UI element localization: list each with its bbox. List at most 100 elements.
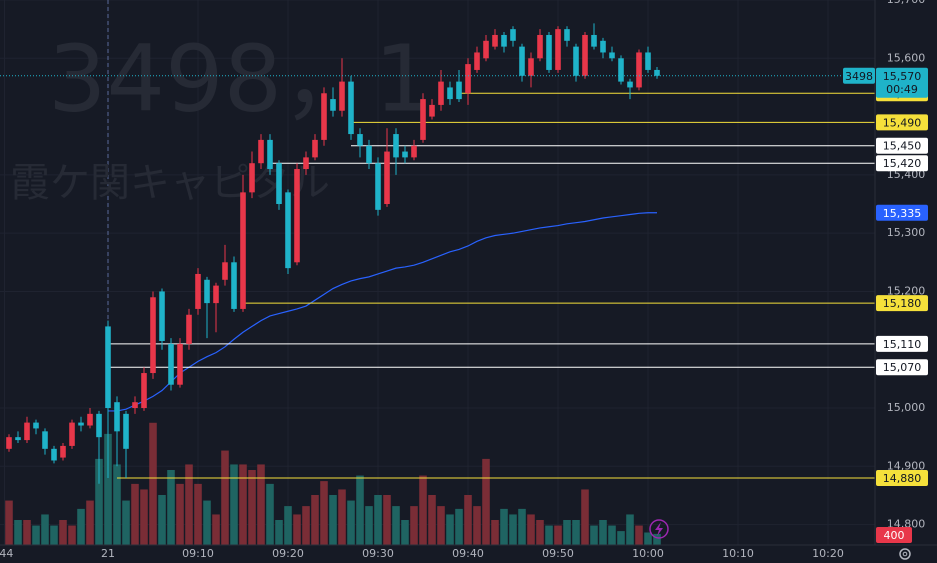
volume-bar [599, 520, 607, 545]
level-label-bg [876, 155, 928, 172]
candle-body [573, 46, 579, 76]
candle-body [51, 448, 57, 461]
candle-body [24, 422, 30, 441]
candle-body [483, 40, 489, 59]
y-tick-label: 15,300 [887, 226, 926, 239]
volume-bar [563, 520, 571, 545]
candle-body [510, 29, 516, 41]
candle-body [555, 29, 561, 70]
symbol-tag-bg [843, 67, 875, 84]
volume-bar [284, 506, 292, 545]
volume-bar [572, 520, 580, 545]
candle-body [105, 326, 111, 409]
candle-body [114, 402, 120, 432]
volume-bar [329, 495, 337, 545]
volume-bar [446, 514, 454, 545]
watermark-symbol: 3498，1 [48, 25, 433, 132]
candle-body [303, 157, 309, 170]
volume-tag-bg [876, 527, 912, 543]
volume-bar [50, 525, 58, 545]
volume-bar [464, 495, 472, 545]
candle-body [285, 192, 291, 269]
volume-bar [239, 464, 247, 545]
candle-body [42, 431, 48, 449]
volume-bar [473, 506, 481, 545]
candle-body [222, 262, 228, 280]
candle-body [501, 34, 507, 47]
volume-bar [266, 483, 274, 545]
candle-body [366, 145, 372, 164]
volume-bar [77, 508, 85, 545]
volume-bar [104, 433, 112, 545]
watermark-name: 霞ケ関キャピタル [10, 160, 330, 206]
level-label-bg [876, 114, 928, 131]
candle-body [420, 99, 426, 140]
volume-bar [68, 525, 76, 545]
candle-body [528, 58, 534, 76]
volume-bar [635, 525, 643, 545]
candle-body [447, 87, 453, 100]
x-tick-label: 10:20 [812, 547, 844, 560]
volume-bar [374, 495, 382, 545]
candle-body [330, 99, 336, 111]
volume-bar [122, 500, 130, 545]
candle-body [249, 163, 255, 193]
volume-bar [86, 500, 94, 545]
candle-body [60, 445, 66, 458]
candle-body [186, 314, 192, 344]
candle-body [384, 151, 390, 205]
candle-body [231, 262, 237, 309]
y-tick-label: 15,700 [887, 0, 926, 6]
volume-bar [410, 506, 418, 545]
candle-body [123, 413, 129, 449]
volume-bar [608, 525, 616, 545]
volume-bar [554, 525, 562, 545]
candle-body [438, 81, 444, 105]
candle-body [375, 163, 381, 210]
volume-bar [536, 520, 544, 545]
x-tick-label: 10:10 [722, 547, 754, 560]
symbol-tag: 3498 [845, 70, 873, 83]
volume-bar [617, 531, 625, 545]
level-label: 15,110 [883, 338, 922, 351]
candle-body [402, 151, 408, 158]
countdown: 00:49 [886, 83, 918, 96]
volume-bar [293, 514, 301, 545]
candle-body [654, 69, 660, 76]
candle-body [294, 169, 300, 263]
alert-icon[interactable] [649, 519, 669, 539]
x-tick-label: 10:00 [632, 547, 664, 560]
candle-body [159, 291, 165, 341]
level-label: 15,180 [883, 297, 922, 310]
x-tick-label: 09:50 [542, 547, 574, 560]
vwap-label-bg [876, 204, 928, 221]
volume-bar [590, 525, 598, 545]
volume-bar [518, 508, 526, 545]
candle-body [609, 52, 615, 59]
volume-bar [347, 500, 355, 545]
y-tick-label: 15,200 [887, 284, 926, 297]
volume-bar [14, 520, 22, 545]
level-label-bg [876, 295, 928, 312]
volume-bar [644, 532, 652, 545]
volume-bar [392, 506, 400, 545]
x-tick-label: 09:10 [182, 547, 214, 560]
candle-body [591, 34, 597, 47]
volume-bar [194, 483, 202, 545]
settings-icon[interactable] [899, 548, 911, 560]
volume-bar [491, 520, 499, 545]
volume-bar [248, 470, 256, 545]
volume-bar [230, 464, 238, 545]
candle-body [645, 52, 651, 70]
candle-body [33, 422, 39, 429]
candle-body [213, 285, 219, 304]
candle-body [258, 139, 264, 164]
vwap-line [108, 212, 657, 412]
volume-bar [140, 489, 148, 545]
volume-tag: 400 [884, 529, 905, 542]
volume-bar [203, 500, 211, 545]
candle-body [546, 34, 552, 70]
